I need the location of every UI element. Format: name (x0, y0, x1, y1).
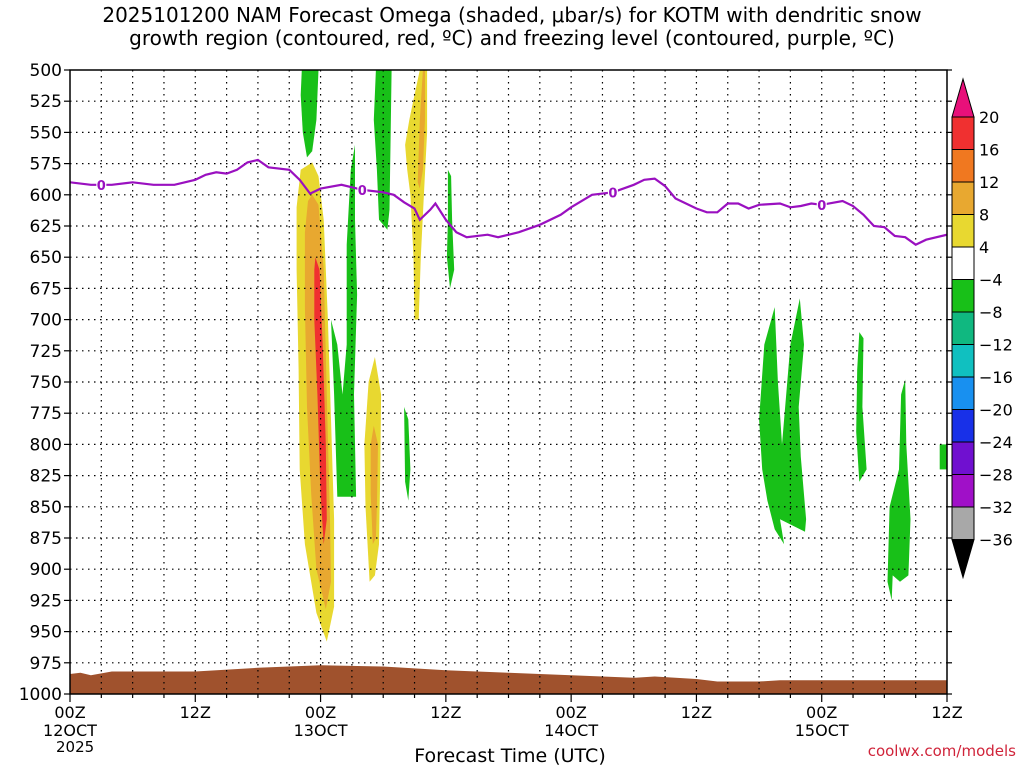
colorbar-label: 12 (979, 173, 999, 192)
y-tick-label: 975 (30, 654, 62, 674)
colorbar-label: −20 (979, 401, 1013, 420)
colorbar-label: −36 (979, 531, 1013, 550)
colorbar-swatch-8 (951, 344, 975, 378)
terrain-fill (70, 665, 947, 694)
y-tick-label: 750 (30, 373, 62, 393)
grid-lines (70, 70, 947, 694)
colorbar-swatch-11 (951, 441, 975, 475)
x-tick-label: 00Z (555, 703, 586, 722)
colorbar-swatch-5 (951, 246, 975, 280)
colorbar-label: 4 (979, 238, 989, 257)
colorbar-label: −28 (979, 466, 1013, 485)
omega-shading (296, 70, 947, 642)
x-tick-label: 12Z (430, 703, 461, 722)
y-tick-label: 825 (30, 467, 62, 487)
x-tick-date-label: 15OCT (795, 721, 849, 740)
y-tick-label: 900 (30, 560, 62, 580)
x-tick-date-label: 12OCT (43, 721, 97, 740)
freezing-level: 0 0 0 0 (70, 158, 947, 246)
freezing-level-label: 0 (817, 199, 826, 214)
omega-region-18 (887, 379, 911, 601)
omega-region-8 (373, 70, 392, 230)
credit-link[interactable]: coolwx.com/models (867, 742, 1016, 760)
colorbar-label: 8 (979, 206, 989, 225)
omega-region-17 (856, 332, 867, 482)
y-axis: 500 525 550 575 600 625 650 675 700 725 750 775 800 8… (19, 61, 952, 705)
colorbar-label: −16 (979, 368, 1013, 387)
colorbar-swatch-1 (951, 116, 975, 150)
x-tick-label: 12Z (681, 703, 712, 722)
omega-region-15 (446, 169, 455, 289)
y-tick-label: 725 (30, 342, 62, 362)
omega-region-9 (381, 70, 387, 130)
freezing-label-bg-3 (816, 197, 827, 212)
colorbar-legend: 20 16 12 8 4 −4 −8 −12 −16 −20 −24 −28 −32 −36 (951, 77, 1013, 580)
y-tick-label: 550 (30, 123, 62, 143)
omega-region-16 (759, 298, 807, 545)
colorbar-swatch-9 (951, 376, 975, 410)
omega-region-6 (308, 70, 313, 98)
colorbar-bottom-arrow (951, 539, 975, 580)
y-tick-label: 775 (30, 404, 62, 424)
freezing-level-label: 0 (97, 179, 106, 194)
y-tick-label: 500 (30, 61, 62, 81)
y-tick-label: 650 (30, 248, 62, 268)
x-tick-label: 00Z (305, 703, 336, 722)
omega-region-5 (304, 70, 315, 127)
y-tick-label: 625 (30, 217, 62, 237)
y-tick-label: 950 (30, 623, 62, 643)
freezing-level-label: 0 (358, 184, 367, 199)
freezing-level-line (70, 158, 947, 246)
y-tick-label: 850 (30, 498, 62, 518)
x-tick-label: 12Z (180, 703, 211, 722)
y-tick-label: 875 (30, 529, 62, 549)
colorbar-top-arrow (951, 77, 975, 118)
colorbar-label: −12 (979, 336, 1013, 355)
y-tick-label: 925 (30, 591, 62, 611)
freezing-label-bg-0 (96, 177, 107, 192)
y-tick-label: 525 (30, 92, 62, 112)
omega-region-19 (939, 444, 947, 470)
y-tick-label: 675 (30, 279, 62, 299)
x-tick-label: 12Z (931, 703, 962, 722)
colorbar-label: 20 (979, 108, 999, 127)
colorbar-label: −4 (979, 271, 1003, 290)
y-tick-label: 1000 (19, 685, 62, 705)
y-tick-label: 800 (30, 435, 62, 455)
x-axis-title: Forecast Time (UTC) (414, 745, 606, 767)
colorbar-swatch-4 (951, 214, 975, 248)
title-line-1: 2025101200 NAM Forecast Omega (shaded, μ… (102, 3, 922, 27)
freezing-label-bg-1 (357, 182, 368, 197)
freezing-label-bg-2 (607, 185, 618, 200)
colorbar-swatch-13 (951, 506, 975, 540)
colorbar-swatch-3 (951, 181, 975, 215)
chart-title: 2025101200 NAM Forecast Omega (shaded, μ… (0, 4, 1024, 50)
x-tick-date-label: 13OCT (294, 721, 348, 740)
colorbar-swatch-6 (951, 279, 975, 313)
terrain-area (70, 665, 947, 694)
y-tick-label: 575 (30, 155, 62, 175)
colorbar-swatch-12 (951, 474, 975, 508)
colorbar-swatch-7 (951, 311, 975, 345)
omega-region-7 (331, 144, 358, 497)
title-line-2: growth region (contoured, red, ºC) and f… (129, 26, 895, 50)
omega-region-13 (370, 425, 378, 545)
colorbar-label: −24 (979, 433, 1013, 452)
x-tick-label: 00Z (806, 703, 837, 722)
colorbar-label: 16 (979, 141, 999, 160)
colorbar-label: −32 (979, 498, 1013, 517)
omega-region-14 (404, 407, 411, 501)
year-label: 2025 (56, 738, 95, 756)
y-tick-label: 600 (30, 186, 62, 206)
freezing-level-label: 0 (608, 186, 617, 201)
colorbar-swatch-2 (951, 149, 975, 183)
x-tick-date-label: 14OCT (544, 721, 598, 740)
colorbar-swatch-10 (951, 409, 975, 443)
x-tick-label: 00Z (54, 703, 85, 722)
omega-region-11 (417, 70, 425, 189)
colorbar-label: −8 (979, 303, 1003, 322)
y-tick-label: 700 (30, 311, 62, 331)
